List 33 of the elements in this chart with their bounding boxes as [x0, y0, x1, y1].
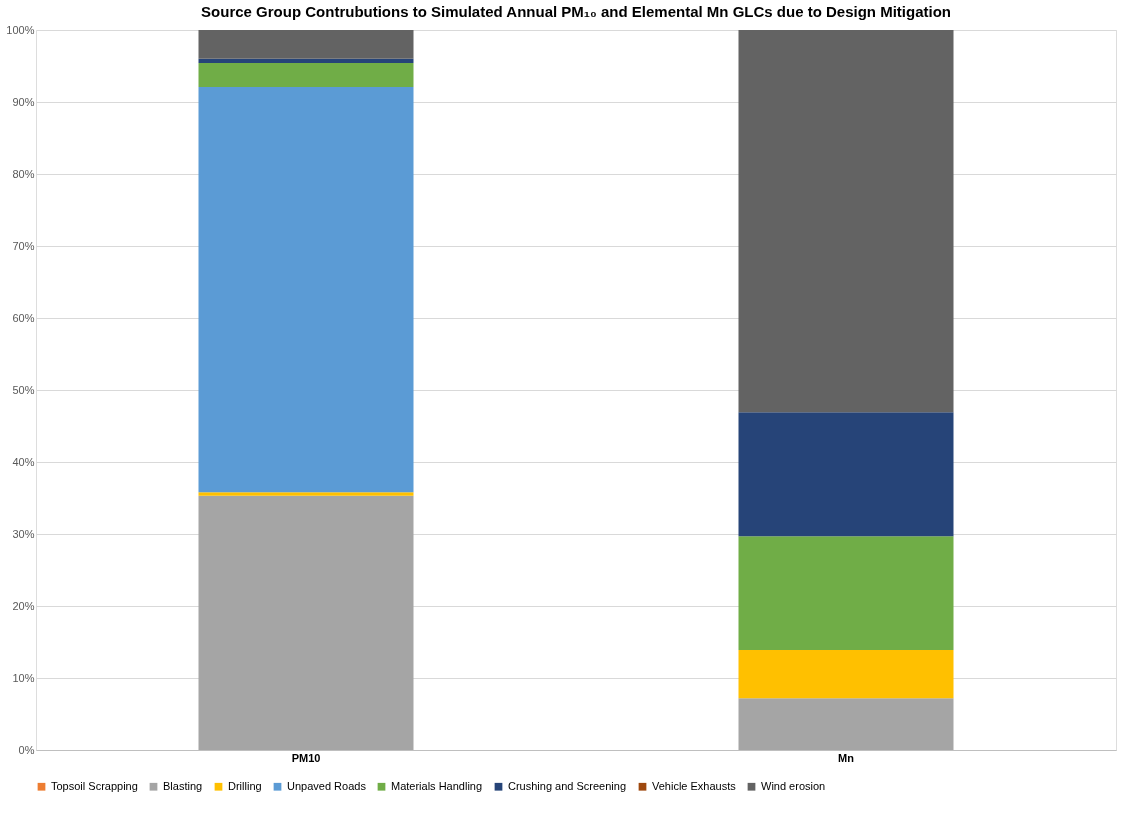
y-tick-label: 10% [12, 671, 35, 684]
bar [738, 649, 954, 699]
y-tick-label: 40% [12, 455, 35, 468]
bar [198, 495, 414, 750]
y-tick-label: 30% [12, 527, 35, 540]
bar [738, 698, 954, 750]
y-tick-label: 50% [12, 383, 35, 396]
legend-label: Wind erosion [761, 779, 826, 792]
y-tick-label: 0% [18, 743, 35, 756]
bar [198, 58, 414, 64]
bar [198, 86, 414, 493]
legend-label: Unpaved Roads [287, 779, 367, 792]
bar [198, 492, 414, 496]
y-tick-label: 60% [12, 311, 35, 324]
bar [738, 30, 954, 413]
bar [198, 63, 414, 87]
legend-label: Drilling [228, 779, 262, 792]
y-tick-label: 70% [12, 239, 35, 252]
y-tick-label: 90% [12, 95, 35, 108]
x-tick-label: PM10 [291, 751, 321, 764]
bar [198, 30, 414, 59]
legend-label: Crushing and Screening [508, 779, 627, 792]
x-tick-label: Mn [838, 751, 855, 764]
bar [738, 536, 954, 650]
legend-label: Topsoil Scrapping [51, 779, 138, 792]
y-tick-label: 80% [12, 167, 35, 180]
bar [738, 412, 954, 537]
legend-label: Materials Handling [391, 779, 483, 792]
legend-label: Blasting [163, 779, 203, 792]
y-tick-label: 20% [12, 599, 35, 612]
chart-title: Source Group Contrubutions to Simulated Annual PM₁₀ and Elemental Mn GLCs due to Design Mitigation [201, 3, 951, 20]
y-tick-label: 100% [6, 23, 35, 36]
legend-label: Vehicle Exhausts [652, 779, 737, 792]
